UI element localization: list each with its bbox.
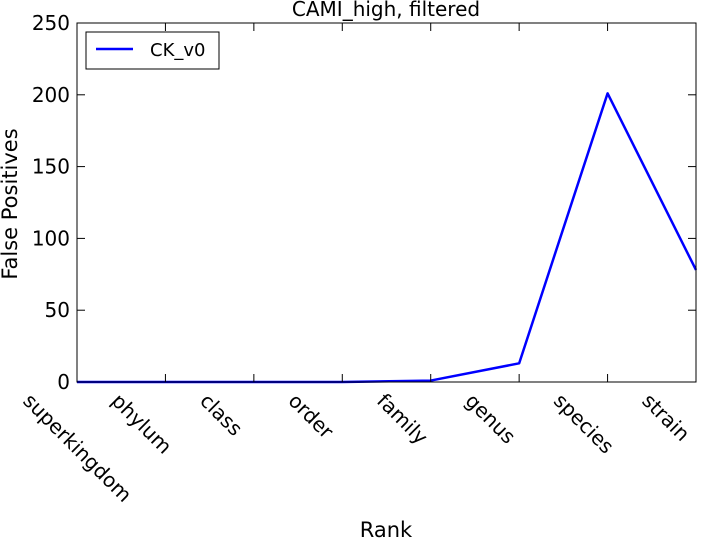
y-tick-label: 200: [32, 83, 70, 107]
x-axis-title: Rank: [360, 518, 413, 538]
series-line: [77, 92, 698, 384]
x-tick-label: class: [195, 389, 247, 441]
plot-area: [76, 92, 698, 384]
y-axis-title: False Positives: [0, 128, 22, 279]
x-tick-label: phylum: [107, 389, 177, 459]
y-tick-label: 50: [45, 298, 70, 322]
x-tick-label: order: [284, 389, 339, 444]
legend-box: [85, 31, 220, 70]
y-tick-label: 0: [57, 370, 70, 394]
y-tick-label: 150: [32, 155, 70, 179]
x-tick-label: genus: [461, 389, 521, 449]
axes-frame: [76, 22, 697, 383]
y-tick-label: 250: [32, 11, 70, 35]
legend: CK_v0: [85, 31, 220, 70]
x-tick-label: strain: [637, 389, 694, 446]
legend-label: CK_v0: [150, 40, 205, 61]
y-tick-label: 100: [32, 226, 70, 250]
chart-title: CAMI_high, filtered: [292, 0, 480, 21]
x-tick-label: species: [549, 389, 619, 459]
x-tick-label: family: [372, 389, 433, 450]
